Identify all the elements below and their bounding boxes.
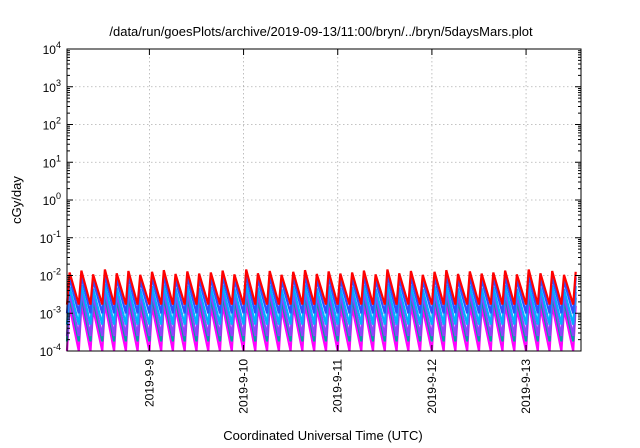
y-tick-base: 10: [43, 43, 57, 57]
y-tick-exponent: -2: [53, 267, 61, 277]
y-tick-exponent: 2: [56, 116, 61, 126]
y-axis-label: cGy/day: [9, 176, 24, 224]
y-tick-label: 10-2: [40, 267, 61, 284]
x-tick-labels: 2019-9-9 2019-9-10 2019-9-11 2019-9-12 2019-…: [142, 359, 533, 414]
y-tick-base: 10: [40, 232, 54, 246]
tick-layer: [67, 48, 581, 352]
y-tick-label: 10-4: [40, 342, 61, 359]
y-tick-label: 102: [43, 116, 61, 133]
series-line: [65, 269, 577, 305]
x-tick-label: 2019-9-10: [237, 359, 251, 414]
y-tick-exponent: 3: [56, 78, 61, 88]
y-tick-label: 10-1: [40, 229, 61, 246]
y-tick-label: 104: [43, 40, 61, 57]
y-tick-base: 10: [43, 156, 57, 170]
y-tick-label: 100: [43, 191, 61, 208]
y-tick-exponent: -3: [53, 304, 61, 314]
series-layer: [65, 269, 577, 352]
y-tick-base: 10: [43, 119, 57, 133]
y-tick-exponent: 0: [56, 191, 61, 201]
y-tick-base: 10: [40, 307, 54, 321]
chart-title: /data/run/goesPlots/archive/2019-09-13/1…: [109, 24, 533, 39]
x-tick-label: 2019-9-9: [142, 359, 156, 407]
y-tick-exponent: -4: [53, 342, 61, 352]
y-tick-exponent: 1: [56, 153, 61, 163]
x-axis-label: Coordinated Universal Time (UTC): [223, 428, 422, 443]
x-tick-label: 2019-9-11: [331, 359, 345, 413]
y-tick-exponent: 4: [56, 40, 61, 50]
y-tick-base: 10: [43, 81, 57, 95]
y-tick-exponent: -1: [53, 229, 61, 239]
y-tick-label: 10-3: [40, 304, 61, 321]
grid-layer: [67, 49, 581, 351]
y-tick-base: 10: [43, 194, 57, 208]
y-tick-base: 10: [40, 345, 54, 359]
y-tick-label: 101: [43, 153, 61, 170]
y-tick-base: 10: [40, 270, 54, 284]
x-tick-label: 2019-9-13: [519, 359, 533, 414]
y-tick-label: 103: [43, 78, 61, 95]
x-tick-label: 2019-9-12: [425, 359, 439, 414]
